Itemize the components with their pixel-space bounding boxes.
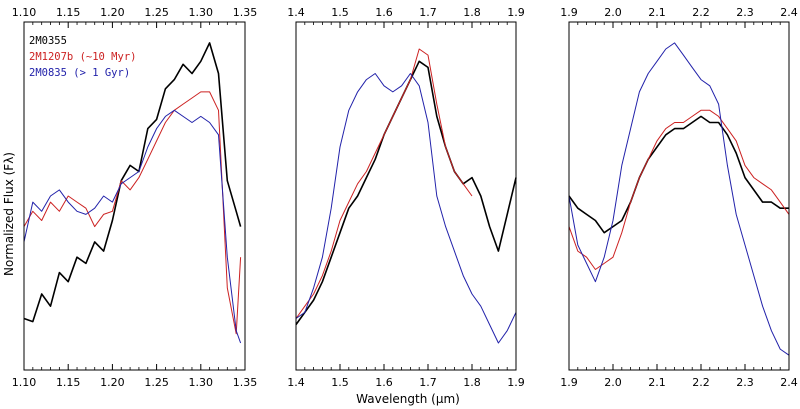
top-tick-label: 1.9: [560, 6, 578, 19]
series-line-2m0835: [23, 109, 242, 344]
top-tick-label: 1.35: [233, 6, 258, 19]
panel-frame: [295, 21, 517, 371]
top-tick-label: 1.30: [189, 6, 214, 19]
bottom-tick-label: 1.4: [287, 376, 305, 389]
series-line-2m1207b: [23, 91, 242, 335]
top-tick-label: 1.25: [144, 6, 169, 19]
top-tick-label: 1.9: [507, 6, 525, 19]
top-tick-label: 1.7: [419, 6, 437, 19]
top-tick-label: 2.1: [648, 6, 666, 19]
series-line-2m0355: [295, 60, 517, 326]
bottom-tick-label: 1.9: [560, 376, 578, 389]
series-line-2m0355: [568, 115, 789, 234]
top-tick-label: 1.6: [375, 6, 393, 19]
panel-frame: [568, 21, 790, 371]
series-line-2m1207b: [295, 48, 473, 319]
bottom-tick-label: 1.8: [463, 376, 481, 389]
top-tick-label: 1.20: [100, 6, 125, 19]
bottom-tick-label: 1.20: [100, 376, 125, 389]
bottom-tick-label: 1.15: [56, 376, 81, 389]
panel-3: 1.9 1.9 2.0 2.0 2.1 2.1 2.2 2.2 2.3 2.3 2.4 2.4: [560, 6, 798, 389]
legend-entry: 2M0835 (> 1 Gyr): [29, 67, 130, 79]
legend: 2M0355 2M1207b (~10 Myr) 2M0835 (> 1 Gyr): [29, 35, 136, 79]
xlabel: Wavelength (μm): [356, 392, 460, 406]
legend-entry: 2M0355: [29, 35, 67, 47]
series-line-2m1207b: [568, 109, 790, 270]
top-tick-label: 2.3: [736, 6, 754, 19]
panel-2: 1.4 1.4 1.5 1.5 1.6 1.6 1.7 1.7 1.8 1.8 1.9 1.9: [287, 6, 525, 389]
bottom-tick-label: 2.2: [692, 376, 710, 389]
bottom-tick-label: 2.4: [780, 376, 798, 389]
panel-frame: [23, 21, 246, 371]
top-tick-label: 2.0: [604, 6, 622, 19]
bottom-tick-label: 1.30: [189, 376, 214, 389]
panel-1: 1.10 1.10 1.15 1.15 1.20 1.20 1.25 1.25 1.30 1.30…: [12, 6, 258, 389]
top-tick-label: 1.8: [463, 6, 481, 19]
series-line-2m0355: [23, 42, 242, 323]
bottom-tick-label: 1.9: [507, 376, 525, 389]
bottom-tick-label: 2.1: [648, 376, 666, 389]
top-tick-label: 1.5: [331, 6, 349, 19]
ylabel: Normalized Flux (Fλ): [2, 152, 16, 276]
bottom-tick-label: 1.6: [375, 376, 393, 389]
bottom-tick-label: 1.35: [233, 376, 258, 389]
legend-entry: 2M1207b (~10 Myr): [29, 51, 136, 63]
bottom-tick-label: 2.0: [604, 376, 622, 389]
top-tick-label: 2.4: [780, 6, 798, 19]
top-tick-label: 1.10: [12, 6, 37, 19]
top-tick-label: 1.15: [56, 6, 81, 19]
top-tick-label: 1.4: [287, 6, 305, 19]
top-tick-label: 2.2: [692, 6, 710, 19]
bottom-tick-label: 1.10: [12, 376, 37, 389]
bottom-tick-label: 1.25: [144, 376, 169, 389]
series-line-2m0835: [568, 42, 790, 356]
bottom-tick-label: 2.3: [736, 376, 754, 389]
bottom-tick-label: 1.5: [331, 376, 349, 389]
bottom-tick-label: 1.7: [419, 376, 437, 389]
series-line-2m0835: [295, 73, 517, 344]
